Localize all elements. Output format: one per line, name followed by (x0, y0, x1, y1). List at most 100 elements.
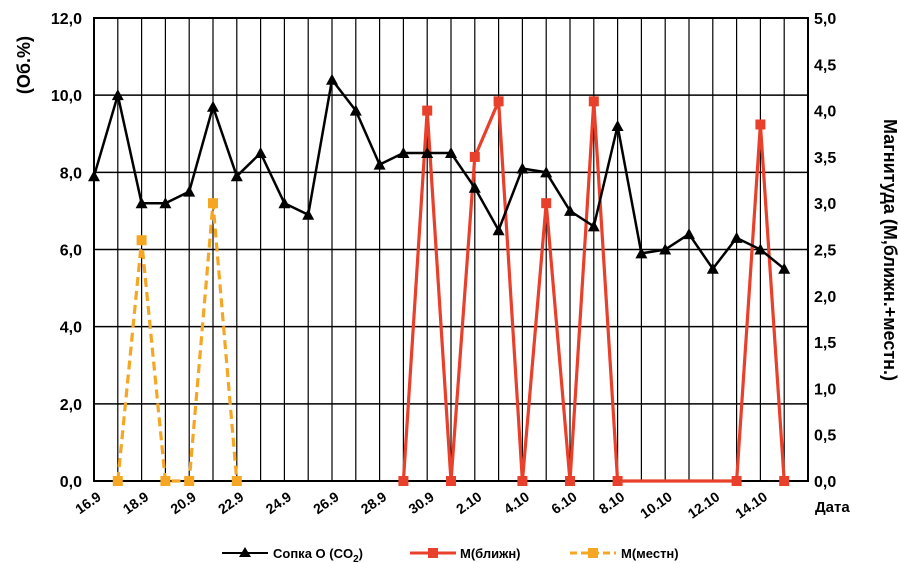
x-axis-ticks: 16.9 18.9 20.9 22.9 24.9 26.9 28.9 30.9 2.10 4.10… (72, 488, 770, 521)
data-point-triangle (183, 185, 196, 197)
right-tick-label: 2,0 (814, 289, 836, 306)
x-tick-label: 10.10 (637, 488, 675, 521)
legend-marker-local (588, 548, 598, 558)
right-tick-label: 1,5 (814, 335, 836, 352)
legend-marker-sopka (239, 547, 251, 557)
legend-label-sopka: Сопка О (CO2) (273, 546, 363, 563)
legend-label-sopka-suffix: ) (359, 546, 363, 561)
left-tick-label: 0,0 (60, 474, 82, 491)
data-point-triangle (230, 170, 243, 182)
data-point-square (779, 476, 790, 486)
data-point-triangle (302, 208, 315, 220)
data-point-triangle (611, 120, 624, 132)
x-tick-label: 4.10 (501, 488, 533, 517)
x-tick-label: 30.9 (405, 488, 437, 517)
x-tick-label: 22.9 (215, 488, 247, 517)
right-tick-label: 4,5 (814, 57, 836, 74)
data-point-square (469, 151, 480, 162)
left-tick-label: 2,0 (60, 397, 82, 414)
y-axis-right-title: Магнитуда (М,ближн.+местн.) (880, 119, 898, 381)
data-point-square (208, 198, 218, 209)
data-point-triangle (564, 204, 576, 216)
data-point-triangle (754, 243, 767, 255)
data-point-triangle (706, 262, 719, 274)
right-tick-label: 0,0 (814, 474, 836, 491)
data-point-square (446, 476, 456, 486)
x-tick-label: 18.9 (120, 488, 152, 517)
x-tick-label: 24.9 (263, 488, 295, 517)
x-axis-title: Дата (815, 499, 850, 516)
data-point-triangle (730, 231, 743, 243)
series-line (92, 76, 785, 271)
data-point-triangle (421, 147, 434, 159)
data-point-triangle (659, 243, 672, 255)
data-point-square (731, 476, 742, 486)
right-tick-label: 3,5 (814, 150, 836, 167)
x-tick-label: 12.10 (685, 488, 723, 521)
left-tick-label: 12,0 (51, 11, 82, 28)
data-point-triangle (111, 89, 124, 101)
data-point-square (588, 96, 599, 107)
data-point-square (160, 476, 171, 486)
left-axis-ticks: 0,0 2,0 4,0 6,0 8,0 10,0 12,0 (51, 11, 82, 491)
left-tick-label: 6,0 (60, 243, 82, 260)
data-point-square (136, 235, 147, 246)
data-point-square (541, 198, 552, 209)
left-tick-label: 4,0 (60, 320, 82, 337)
data-point-square (565, 476, 575, 486)
legend: Сопка О (CO2) М(ближн) М(местн) (222, 546, 679, 563)
legend-label-near: М(ближн) (460, 546, 521, 561)
y-axis-left-title: (Об.%) (14, 36, 34, 94)
x-tick-label: 26.9 (310, 488, 342, 517)
right-tick-label: 2,5 (814, 243, 836, 260)
data-point-triangle (135, 197, 148, 209)
x-tick-label: 28.9 (358, 488, 390, 517)
data-point-square (184, 476, 195, 486)
x-tick-label: 20.9 (167, 488, 199, 517)
data-point-triangle (445, 147, 457, 159)
data-point-triangle (468, 181, 481, 193)
data-point-triangle (397, 147, 410, 159)
legend-item-near: М(ближн) (410, 546, 521, 561)
right-tick-label: 4,0 (814, 104, 836, 121)
right-tick-label: 0,5 (814, 428, 836, 445)
left-tick-label: 10,0 (51, 88, 82, 105)
data-point-triangle (492, 224, 505, 236)
right-tick-label: 5,0 (814, 11, 836, 28)
x-tick-label: 2.10 (453, 488, 485, 517)
data-point-triangle (278, 197, 291, 209)
data-point-triangle (88, 170, 100, 182)
data-point-triangle (373, 158, 386, 170)
series-2 (112, 198, 242, 486)
data-point-triangle (778, 262, 791, 274)
series-1 (398, 96, 790, 486)
data-point-square (231, 476, 242, 486)
data-point-triangle (635, 247, 648, 259)
right-tick-label: 3,0 (814, 196, 836, 213)
right-axis-ticks: 0,0 0,5 1,0 1,5 2,0 2,5 3,0 3,5 4,0 4,5 5,0 (814, 11, 836, 491)
series-0 (88, 73, 791, 274)
legend-item-local: М(местн) (570, 546, 679, 561)
series-line (116, 203, 239, 483)
data-point-square (493, 96, 504, 107)
data-point-triangle (207, 100, 219, 112)
data-point-triangle (683, 228, 695, 240)
data-point-triangle (349, 104, 362, 116)
x-tick-label: 16.9 (72, 488, 104, 517)
left-tick-label: 8,0 (60, 165, 82, 182)
data-point-square (517, 476, 528, 486)
data-point-square (422, 105, 433, 116)
data-point-triangle (587, 220, 600, 232)
data-point-triangle (159, 197, 172, 209)
series-layer (88, 73, 791, 486)
legend-label-sopka-main: Сопка О (CO (273, 546, 353, 561)
data-point-square (398, 476, 409, 486)
legend-marker-near (428, 548, 438, 558)
x-tick-label: 14.10 (732, 488, 770, 521)
x-tick-label: 6.10 (548, 488, 580, 517)
data-point-square (612, 476, 623, 486)
x-tick-label: 8.10 (596, 488, 628, 517)
legend-item-sopka: Сопка О (CO2) (222, 546, 363, 563)
right-tick-label: 1,0 (814, 381, 836, 398)
